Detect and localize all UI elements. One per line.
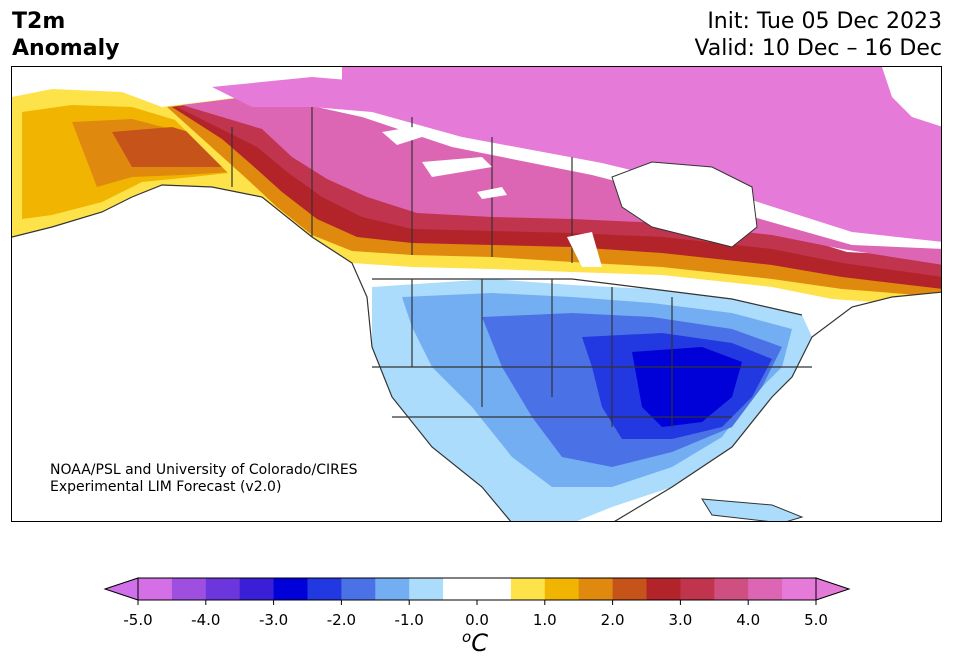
colorbar-cell [680,578,715,600]
colorbar-cell [375,578,410,600]
forecast-dates: Init: Tue 05 Dec 2023 Valid: 10 Dec – 16… [694,8,942,62]
colorbar-cell [748,578,783,600]
atlantic-ocean [615,292,941,521]
colorbar-cell [138,578,173,600]
colorbar-tick-label: 0.0 [465,611,489,629]
colorbar-low-extend [103,577,139,601]
title-line-2: Anomaly [12,36,120,61]
colorbar-cell [443,578,478,600]
colorbar-cell [205,578,241,600]
anomaly-map [12,67,941,521]
colorbar-cell [307,578,342,600]
colorbar-ticks: -5.0 -4.0 -3.0 -2.0 -1.0 0.0 1.0 2.0 3.0 4.0 5.0 [123,600,828,629]
colorbar-tick-label: -3.0 [259,611,288,629]
colorbar-cell [171,578,207,600]
pacific-ocean [12,185,511,521]
map-title: T2m Anomaly [12,8,119,62]
colorbar-cell [646,578,681,600]
colorbar-cell [612,578,647,600]
unit-letter: C [471,629,488,657]
colorbar-tick-label: 4.0 [736,611,760,629]
colorbar-cell [239,578,275,600]
colorbar-tick-label: -2.0 [327,611,356,629]
colorbar-tick-label: -5.0 [123,611,152,629]
degree-sup: o [462,628,472,646]
colorbar-cell [409,578,444,600]
colorbar-cell [714,578,749,600]
colorbar-cell [273,578,308,600]
colorbar-tick-label: 1.0 [533,611,557,629]
colorbar-tick-label: 2.0 [601,611,625,629]
colorbar-cell [544,578,580,600]
coastlines [12,107,941,521]
colorbar-cell [782,578,817,600]
colorbar-tick-label: 5.0 [804,611,828,629]
credit-line-1: NOAA/PSL and University of Colorado/CIRE… [50,462,358,478]
colorbar-tick-label: -1.0 [395,611,424,629]
colorbar-unit: oC [462,628,488,657]
title-line-1: T2m [12,9,66,34]
colorbar-tick-label: 3.0 [668,611,692,629]
colorbar-cells [138,578,817,600]
colorbar-cell [341,578,376,600]
greenland-land [882,67,941,127]
data-credit: NOAA/PSL and University of Colorado/CIRE… [50,462,358,496]
valid-dates: Valid: 10 Dec – 16 Dec [694,36,942,61]
colorbar-tick-label: -4.0 [191,611,220,629]
colorbar-cell [578,578,614,600]
hudson-bay [611,161,758,248]
map-panel: NOAA/PSL and University of Colorado/CIRE… [11,66,942,522]
init-date: Init: Tue 05 Dec 2023 [707,9,942,34]
credit-line-2: Experimental LIM Forecast (v2.0) [50,479,282,495]
colorbar-cell [477,578,512,600]
colorbar-cell [510,578,546,600]
colorbar-high-extend [815,577,851,601]
